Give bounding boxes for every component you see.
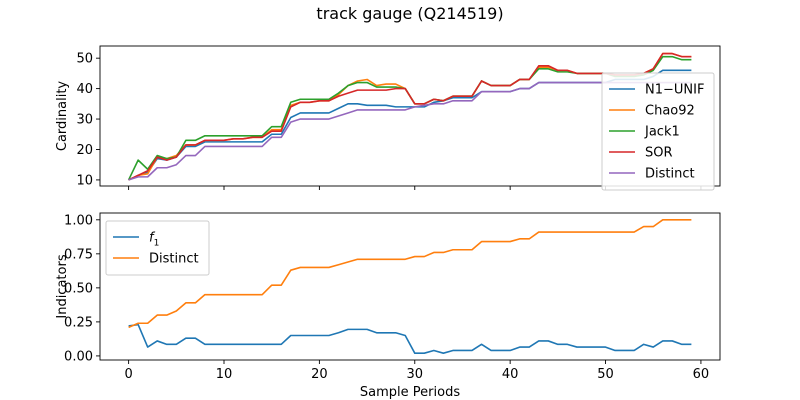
indicators-series-line-0 (128, 323, 692, 354)
cardinality-y-tick-label-1: 20 (76, 143, 93, 158)
cardinality-axes-frame (99, 45, 721, 187)
cardinality-panel: 10 20 30 40 50 Cardinality N1−UNIF Chao92 Jack1 S… (55, 45, 721, 191)
indicators-y-axis-label: Indicators (55, 254, 70, 318)
x-tick-label-3: 30 (406, 367, 423, 382)
cardinality-legend-label-2: Jack1 (644, 125, 680, 140)
cardinality-y-axis-label: Cardinality (55, 81, 70, 152)
x-tick-label-0: 0 (124, 367, 132, 382)
x-tick-label-1: 10 (216, 367, 233, 382)
cardinality-series-line-3 (128, 52, 692, 181)
cardinality-legend-label-4: Distinct (645, 167, 695, 182)
cardinality-legend-label-3: SOR (645, 146, 673, 161)
indicators-y-tick-label-0: 0.00 (64, 349, 93, 364)
cardinality-y-tick-label-0: 10 (76, 173, 93, 188)
cardinality-legend-label-0: N1−UNIF (645, 83, 704, 98)
cardinality-legend-label-1: Chao92 (645, 104, 695, 119)
indicators-y-tick-label-4: 1.00 (64, 213, 93, 228)
indicators-legend: f1 Distinct (105, 220, 210, 276)
indicators-y-tick-label-3: 0.75 (64, 247, 93, 262)
indicators-y-tick-label-2: 0.50 (64, 281, 93, 296)
indicators-axes-frame (99, 212, 721, 361)
indicators-series-line-1 (128, 219, 692, 329)
x-axis-label: Sample Periods (360, 385, 460, 400)
x-tick-label-6: 60 (693, 367, 710, 382)
x-tick-label-5: 50 (597, 367, 614, 382)
cardinality-y-tick-label-2: 30 (76, 113, 93, 128)
figure-title: track gauge (Q214519) (316, 4, 503, 23)
indicators-panel: 0 10 20 30 40 50 60 0.00 0.25 0.50 0.75 1.00 Indicat… (55, 212, 721, 400)
cardinality-legend: N1−UNIF Chao92 Jack1 SOR Distinct (601, 72, 715, 191)
cardinality-legend-box (601, 72, 715, 191)
cardinality-y-tick-label-3: 40 (76, 82, 93, 97)
x-tick-label-2: 20 (311, 367, 328, 382)
cardinality-series-line-4 (128, 81, 692, 181)
indicators-y-tick-label-1: 0.25 (64, 315, 93, 330)
x-tick-label-4: 40 (502, 367, 519, 382)
cardinality-y-tick-label-4: 50 (76, 52, 93, 67)
indicators-legend-box (105, 220, 210, 276)
indicators-legend-label-1: Distinct (149, 252, 199, 267)
indicators-legend-label-0: f1 (149, 231, 159, 249)
